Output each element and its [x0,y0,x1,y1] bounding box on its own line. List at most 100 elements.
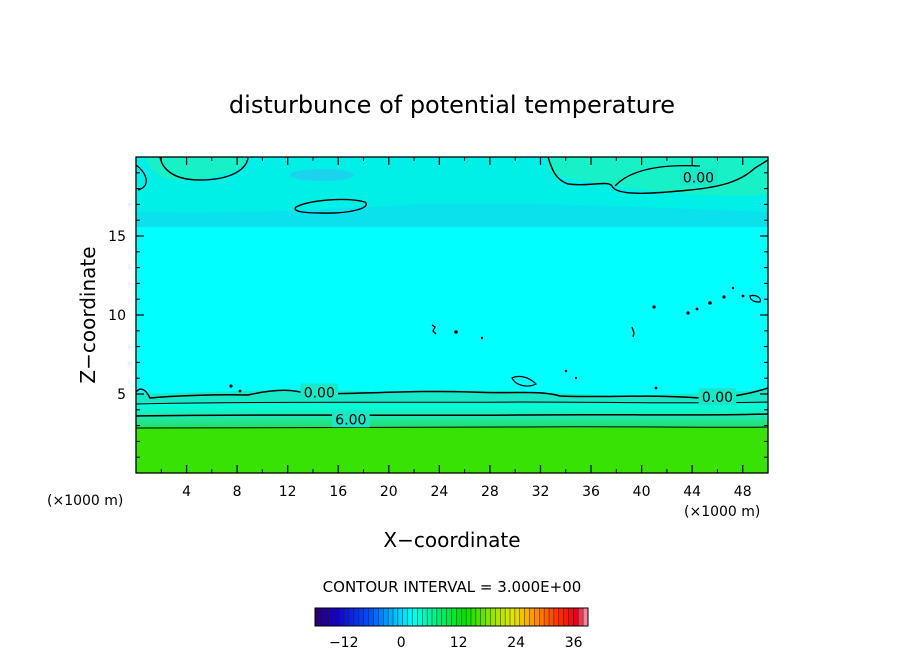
colorbar-cell [490,608,496,626]
contour-label-bg [332,410,370,428]
colorbar-cell [539,608,545,626]
x-tick-label: 16 [329,484,347,500]
colorbar-cell [514,608,521,626]
contour-interval-label: CONTOUR INTERVAL = 3.000E+00 [323,578,582,596]
colorbar-cell [500,608,506,626]
x-tick-label: 40 [633,484,651,500]
upper-zero-region [548,157,768,196]
colorbar-tick-label: 12 [450,635,468,651]
colorbar-cell [519,608,525,626]
contour-fragment [631,326,635,338]
contour-lines [136,157,768,429]
colorbar-cell [583,608,589,626]
colorbar-tick-label: 0 [397,635,406,651]
colorbar-cell [373,608,379,626]
contour-zero-upper-left [159,157,249,181]
cool-streak-upper [136,203,768,227]
contour-zero-upper-right-inner [614,164,701,187]
x-unit-label: (×1000 m) [684,504,760,520]
contour-label: 0.00 [683,171,714,187]
colorbar-cell [422,608,428,626]
colorbar-cell [349,608,355,626]
colorbar-cell [485,608,491,626]
z-unit-label: (×1000 m) [47,493,123,509]
colorbar-cell [393,608,399,626]
contour-zero-lower [136,387,768,399]
contour-fragment [749,294,762,303]
colorbar-cell [534,608,540,626]
colorbar-cell [456,608,462,626]
colorbar-frame [314,607,589,627]
contour-labels: 0.000.00 0.006.00 [300,168,737,428]
upper-zero-region-left [146,157,247,180]
colorbar-cell [558,608,564,626]
y-tick-label: 15 [108,229,126,245]
x-tick-label: 32 [532,484,550,500]
colorbar-cell [324,608,330,626]
surface-texture [136,428,768,473]
colorbar-cell [334,608,340,626]
contour-zero-left-edge [136,164,147,191]
contour-9 [136,426,768,429]
x-tick-label: 12 [279,484,297,500]
colorbar-cell [475,608,482,626]
plot-field [136,157,768,473]
colorbar-tick-label: 36 [565,635,583,651]
x-tick-label: 20 [380,484,398,500]
colorbar-cell [315,608,321,626]
colorbar-cell [378,608,384,626]
colorbar-cell [505,608,511,626]
colorbar-cell [432,608,438,626]
colorbar-cell [553,608,560,626]
colorbar-cell [368,608,374,626]
cool-patch [290,169,354,181]
colorbar-cell [524,608,530,626]
x-tick-label: 36 [582,484,600,500]
colorbar-cell [451,608,457,626]
colorbar-cell [563,608,569,626]
colorbar-cell [461,608,467,626]
contour-label-bg [679,168,718,186]
colorbar-cell [329,608,335,626]
contour-closed-upper [294,198,368,214]
colorbar-cell [441,608,447,626]
colorbar-cell [446,608,452,626]
contour-label: 6.00 [335,412,366,428]
colorbar-cell [529,608,535,626]
colorbar-tick-labels: −12 0 12 24 36 [329,635,583,651]
colorbar-cell [495,608,501,626]
colorbar-cell [339,608,345,626]
contour-6 [136,413,768,417]
y-tick-label: 5 [117,387,126,403]
colorbar [314,607,589,627]
colorbar-cell [466,608,472,626]
contour-label: 0.00 [304,385,335,401]
colorbar-cell [427,608,433,626]
x-axis-title: X−coordinate [383,528,520,552]
colorbar-cell [397,608,404,626]
y-axis-title: Z−coordinate [76,246,100,383]
colorbar-cell [407,608,413,626]
x-tick-label: 48 [734,484,752,500]
contour-fragment [431,324,437,335]
stratified-band [136,404,768,430]
contour-dots [229,286,745,393]
colorbar-cell [480,608,486,626]
x-tick-label: 8 [233,484,242,500]
colorbar-cell [319,608,326,626]
x-axis-ticks: 4 8 12 16 20 24 28 32 36 40 44 48 [160,157,752,500]
colorbar-cell [383,608,389,626]
colorbar-cell [544,608,550,626]
surface-layer [136,428,768,473]
contour-label: 0.00 [702,390,733,406]
y-axis-ticks: 5 10 15 [108,172,768,458]
contour-zero-upper-right [547,157,768,194]
x-tick-label: 28 [481,484,499,500]
colorbar-cell [388,608,394,626]
colorbar-cell [436,608,443,626]
colorbar-cell [510,608,516,626]
colorbar-cell [573,608,579,626]
y-tick-label: 10 [108,308,126,324]
colorbar-tick-label: 24 [507,635,525,651]
